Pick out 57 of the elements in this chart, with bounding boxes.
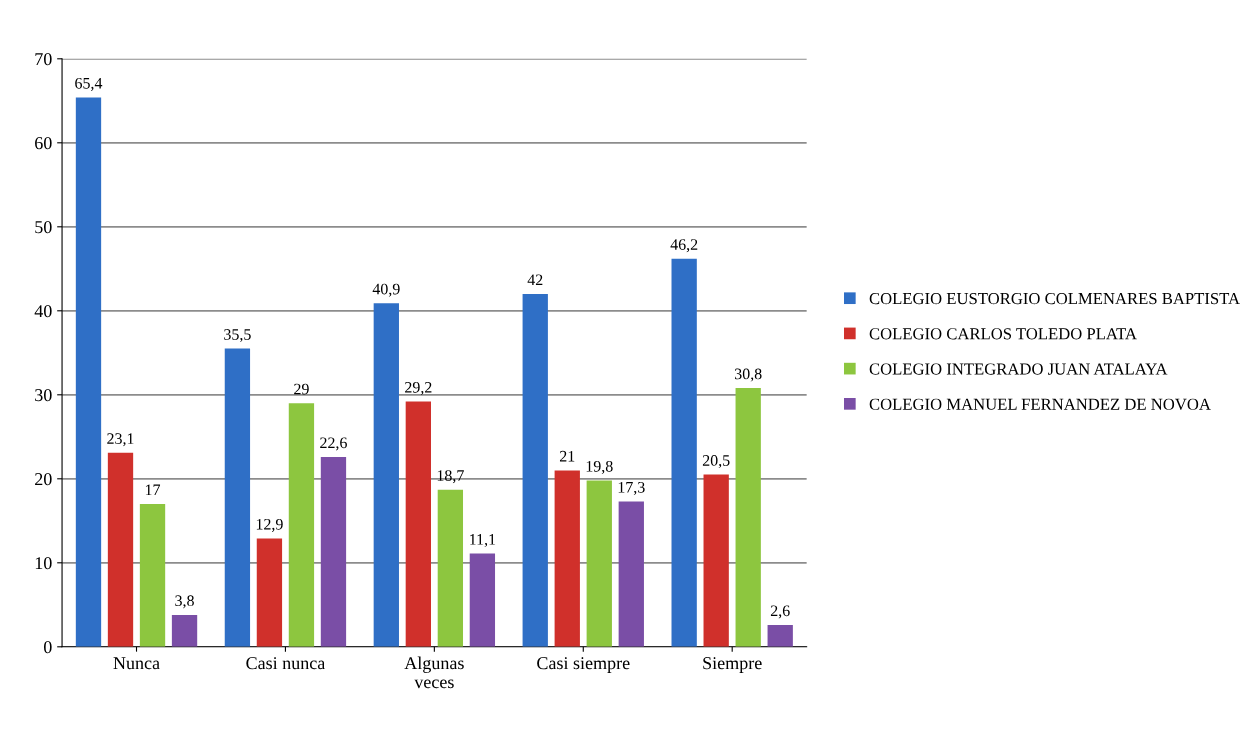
- data-label: 20,5: [702, 455, 730, 469]
- bar: [75, 97, 102, 647]
- bar: [703, 474, 729, 647]
- bar: [554, 470, 580, 647]
- legend-label: COLEGIO EUSTORGIO COLMENARES BAPTISTA: [869, 293, 1240, 305]
- y-tick-label: 40: [34, 305, 52, 318]
- bar: [288, 403, 315, 647]
- bar: [437, 489, 464, 647]
- bar: [671, 258, 697, 647]
- bar: [405, 401, 431, 647]
- data-label: 19,8: [586, 460, 613, 474]
- y-tick-label: 60: [35, 137, 52, 150]
- data-label: 2,6: [770, 605, 790, 619]
- data-label: 18,7: [437, 470, 464, 484]
- data-label: 65,4: [75, 77, 103, 91]
- data-label: 11,1: [470, 534, 496, 548]
- x-tick-label: Casi nunca: [246, 657, 326, 670]
- legend-label: COLEGIO MANUEL FERNANDEZ DE NOVOA: [869, 398, 1211, 410]
- data-label: 12,9: [256, 518, 283, 532]
- y-tick-label: 70: [35, 53, 52, 66]
- legend-label: COLEGIO CARLOS TOLEDO PLATA: [869, 328, 1137, 340]
- x-tick-label: Nunca: [113, 657, 160, 670]
- data-label: 23,1: [107, 433, 134, 447]
- bar: [586, 480, 612, 647]
- y-tick-label: 50: [35, 221, 52, 234]
- data-label: 17: [145, 484, 161, 496]
- y-tick-label: 0: [43, 641, 52, 654]
- bar: [256, 538, 283, 647]
- y-tick-label: 20: [35, 473, 52, 486]
- legend-label: COLEGIO INTEGRADO JUAN ATALAYA: [869, 363, 1168, 375]
- data-label: 30,8: [734, 368, 762, 382]
- x-tick-label: Siempre: [703, 657, 762, 673]
- bar: [373, 303, 399, 647]
- bar: [107, 452, 134, 647]
- data-label: 29,2: [405, 381, 432, 396]
- bar: [139, 504, 166, 647]
- data-label: 17,3: [618, 481, 645, 495]
- bar: [171, 614, 198, 647]
- bar: [618, 501, 644, 647]
- bar: [767, 624, 793, 647]
- bar: [735, 388, 761, 647]
- bar: [224, 348, 251, 647]
- data-label: 3,8: [175, 595, 194, 609]
- bar: [522, 294, 548, 647]
- y-tick-label: 10: [35, 557, 52, 570]
- bar: [320, 456, 347, 647]
- data-label: 29: [294, 383, 309, 395]
- x-tick-label: Casi siempre: [537, 657, 630, 673]
- data-label: 35,5: [224, 329, 251, 343]
- data-label: 40,9: [372, 283, 400, 297]
- data-label: 42: [527, 274, 543, 286]
- bar: [469, 553, 496, 647]
- data-label: 22,6: [320, 437, 347, 451]
- data-label: 21: [559, 450, 575, 462]
- data-label: 46,2: [670, 239, 698, 253]
- y-tick-label: 30: [35, 389, 52, 402]
- x-tick-label: Algunas veces: [404, 656, 464, 689]
